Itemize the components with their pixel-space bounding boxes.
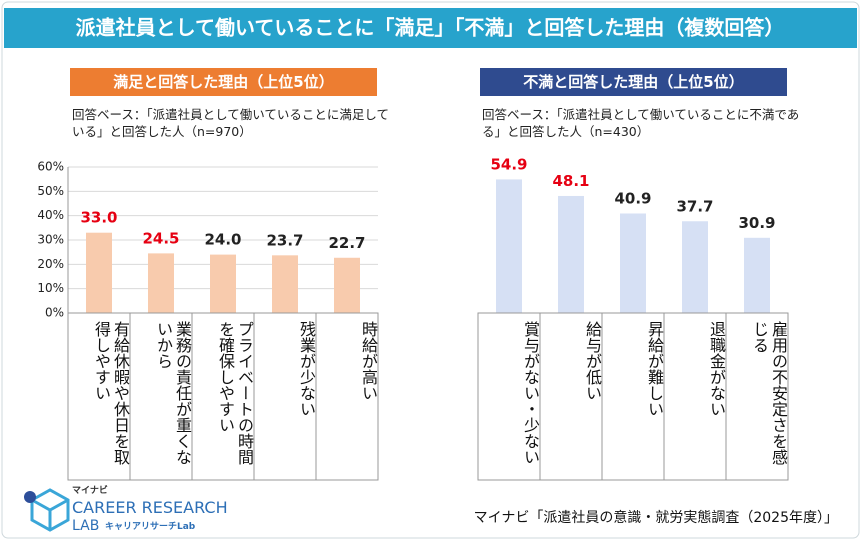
y-tick-label: 50% — [37, 184, 64, 198]
bar — [334, 257, 360, 313]
source: マイナビ「派遣社員の意識・就労実態調査（2025年度）」 — [474, 509, 838, 526]
bar — [558, 195, 584, 313]
y-tick-label: 20% — [37, 257, 64, 271]
chart-header: 満足と回答した理由（上位5位） — [70, 68, 377, 96]
logo-icon — [24, 488, 70, 532]
y-tick-label: 0% — [45, 306, 64, 320]
value-label: 37.7 — [676, 197, 713, 215]
y-tick-label: 40% — [37, 208, 64, 222]
chart-subtitle: 回答ベース：「派遣社員として働いていることに不満である」と回答した人（n=430… — [482, 107, 800, 139]
y-tick-label: 10% — [37, 281, 64, 295]
page-title: 派遣社員として働いていることに「満足」「不満」と回答した理由（複数回答） — [76, 16, 785, 40]
y-tick-label: 60% — [37, 160, 64, 174]
value-label: 40.9 — [614, 189, 651, 207]
x-tick-label: 賞与がない・少ない — [521, 321, 540, 465]
y-tick-label: 30% — [37, 233, 64, 247]
x-tick-label: 有給休暇や休日を取得しやすい — [92, 321, 130, 465]
x-tick-label: 業務の責任が重くないから — [154, 321, 192, 465]
value-label: 24.5 — [142, 229, 179, 247]
bar — [744, 237, 770, 313]
value-label: 48.1 — [552, 172, 589, 190]
x-tick-label: 給与が低い — [583, 321, 602, 401]
x-tick-label: 残業が少ない — [297, 321, 316, 417]
value-label: 24.0 — [204, 231, 241, 249]
title-banner — [4, 8, 857, 48]
chart-header: 不満と回答した理由（上位5位） — [480, 68, 787, 96]
bar — [148, 253, 174, 313]
x-tick-label: 退職金がない — [707, 321, 726, 417]
value-label: 23.7 — [266, 231, 303, 249]
logo-brand: マイナビ — [72, 484, 108, 496]
category-box — [725, 312, 789, 481]
value-label: 33.0 — [80, 209, 117, 227]
value-label: 30.9 — [738, 214, 775, 232]
logo-line1: CAREER RESEARCH — [72, 498, 228, 517]
logo-line2: LAB — [72, 518, 99, 534]
bar — [496, 179, 522, 313]
bar — [620, 213, 646, 313]
x-tick-label: プライベートの時間を確保しやすい — [216, 321, 254, 465]
x-tick-label: 昇給が難しい — [645, 321, 664, 417]
chart-subtitle: 回答ベース：「派遣社員として働いていることに満足している」と回答した人（n=97… — [72, 107, 390, 139]
x-tick-label: 雇用の不安定さを感じる — [750, 321, 788, 465]
bar — [682, 221, 708, 313]
value-label: 54.9 — [490, 155, 527, 173]
category-box — [315, 312, 379, 481]
x-tick-label: 時給が高い — [359, 321, 378, 401]
bar — [86, 232, 112, 313]
bar — [272, 255, 298, 313]
value-label: 22.7 — [328, 234, 365, 252]
logo-line3: キャリアリサーチLab — [105, 521, 196, 532]
bar — [210, 254, 236, 313]
